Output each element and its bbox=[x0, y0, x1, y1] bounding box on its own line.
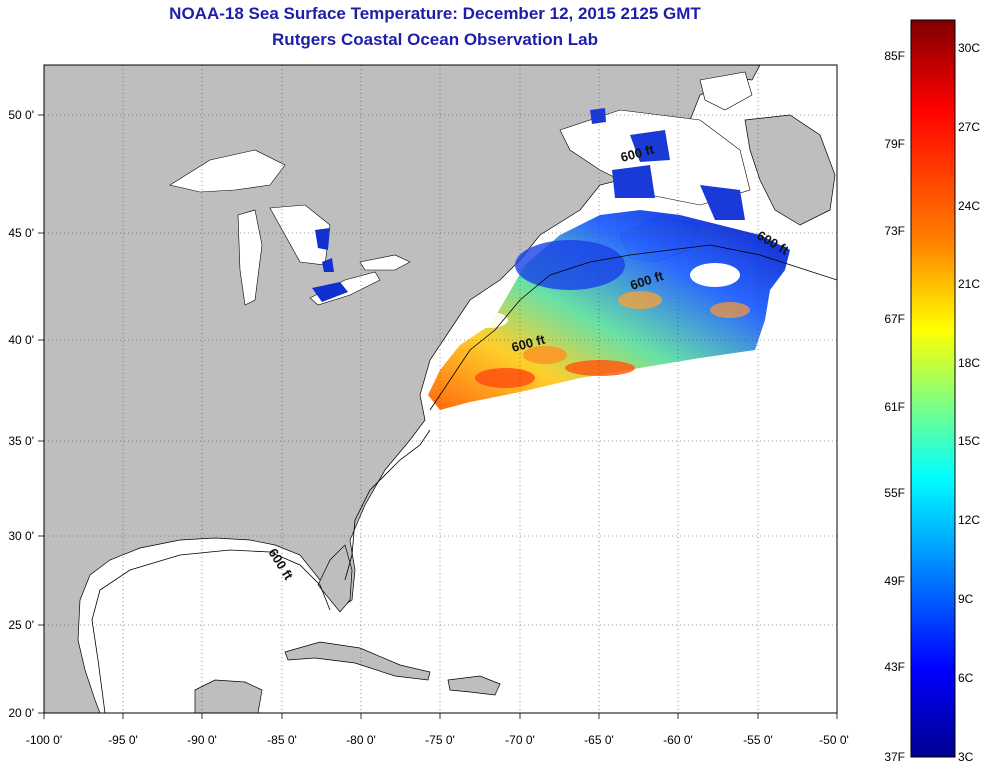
warm-eddy-5 bbox=[710, 302, 750, 318]
colorbar-c-label: 12C bbox=[958, 513, 980, 527]
lat-tick-label: 30 0' bbox=[8, 529, 34, 543]
lat-tick-label: 35 0' bbox=[8, 434, 34, 448]
colorbar-c-label: 15C bbox=[958, 434, 980, 448]
cold-shelf bbox=[515, 240, 625, 290]
lon-tick-label: -95 0' bbox=[108, 733, 138, 747]
colorbar-c-label: 6C bbox=[958, 671, 974, 685]
yucatan-land bbox=[194, 679, 263, 713]
colorbar-c-label: 9C bbox=[958, 592, 974, 606]
lon-tick-label: -90 0' bbox=[187, 733, 217, 747]
colorbar-f-label: 79F bbox=[884, 137, 905, 151]
lat-tick-label: 25 0' bbox=[8, 618, 34, 632]
cloud-gap-1 bbox=[690, 263, 740, 287]
lon-tick-label: -65 0' bbox=[584, 733, 614, 747]
lon-tick-label: -100 0' bbox=[26, 733, 62, 747]
axis-ticks bbox=[38, 114, 838, 719]
colorbar-f-label: 73F bbox=[884, 224, 905, 238]
colorbar-c-label: 18C bbox=[958, 356, 980, 370]
hudson-gap bbox=[699, 71, 753, 111]
map-canvas: 600 ft 600 ft 600 ft 600 ft 600 ft -100 … bbox=[8, 64, 849, 747]
warm-eddy-1 bbox=[475, 368, 535, 388]
sst-patch-lakes bbox=[312, 228, 348, 302]
colorbar-c-label: 21C bbox=[958, 277, 980, 291]
sst-swath bbox=[428, 210, 790, 410]
colorbar-f-label: 55F bbox=[884, 486, 905, 500]
lon-tick-label: -60 0' bbox=[663, 733, 693, 747]
lon-tick-label: -70 0' bbox=[505, 733, 535, 747]
warm-eddy-3 bbox=[523, 346, 567, 364]
sst-map: 600 ft 600 ft 600 ft 600 ft 600 ft -100 … bbox=[8, 64, 849, 747]
map-subtitle: Rutgers Coastal Ocean Observation Lab bbox=[272, 30, 598, 49]
lon-tick-label: -75 0' bbox=[425, 733, 455, 747]
lake-ontario bbox=[359, 254, 411, 271]
lake-superior bbox=[169, 149, 286, 193]
colorbar-f-label: 49F bbox=[884, 574, 905, 588]
lat-tick-label: 45 0' bbox=[8, 226, 34, 240]
lat-tick-label: 40 0' bbox=[8, 333, 34, 347]
florida-land bbox=[317, 544, 353, 613]
colorbar-gradient bbox=[910, 19, 956, 758]
colorbar-f-label: 61F bbox=[884, 400, 905, 414]
colorbar-c-label: 27C bbox=[958, 120, 980, 134]
lake-michigan bbox=[237, 209, 263, 306]
graticule bbox=[44, 65, 837, 713]
colorbar-c-label: 3C bbox=[958, 750, 974, 764]
map-frame bbox=[43, 64, 838, 714]
lon-tick-label: -55 0' bbox=[743, 733, 773, 747]
warm-eddy-2 bbox=[565, 360, 635, 376]
colorbar-f-label: 37F bbox=[884, 750, 905, 764]
newfoundland-land bbox=[744, 114, 836, 226]
sst-patch-gulf bbox=[590, 108, 745, 220]
cloud-gap-2 bbox=[472, 312, 508, 328]
lat-tick-label: 20 0' bbox=[8, 706, 34, 720]
colorbar-f-label: 85F bbox=[884, 49, 905, 63]
colorbar-f-label: 43F bbox=[884, 660, 905, 674]
warm-eddy-4 bbox=[618, 291, 662, 309]
map-title: NOAA-18 Sea Surface Temperature: Decembe… bbox=[169, 4, 701, 23]
lat-tick-label: 50 0' bbox=[8, 108, 34, 122]
lon-tick-label: -85 0' bbox=[267, 733, 297, 747]
isobath-contour-gulf bbox=[91, 549, 331, 713]
colorbar-c-label: 30C bbox=[958, 41, 980, 55]
lon-tick-label: -50 0' bbox=[819, 733, 849, 747]
cuba-land bbox=[284, 641, 431, 681]
colorbar-c-label: 24C bbox=[958, 199, 980, 213]
hispaniola-land bbox=[447, 675, 501, 696]
colorbar-f-label: 67F bbox=[884, 312, 905, 326]
lon-tick-label: -80 0' bbox=[346, 733, 376, 747]
isobath-contour-atlantic bbox=[344, 244, 837, 581]
